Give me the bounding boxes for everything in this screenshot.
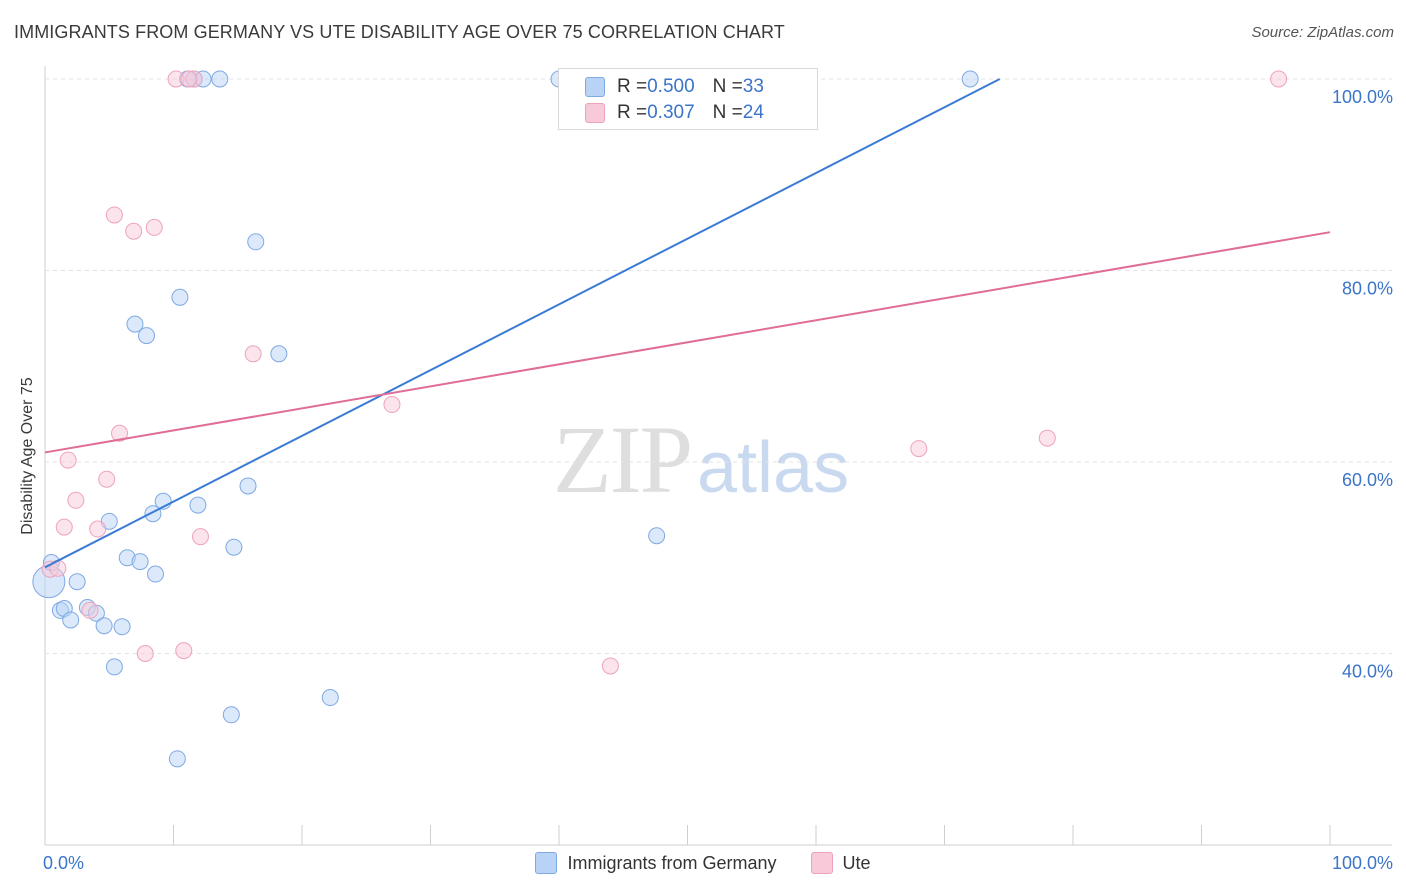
data-point-ute xyxy=(111,424,129,442)
germany-r-label: R = xyxy=(617,76,648,97)
data-point-germany xyxy=(171,288,189,306)
ute-swatch xyxy=(585,103,605,123)
data-point-germany xyxy=(68,573,86,591)
data-point-ute xyxy=(67,491,85,509)
germany-n-label: N = xyxy=(712,76,743,97)
data-point-ute xyxy=(145,218,163,236)
data-point-ute xyxy=(180,70,198,88)
y-tick-label: 80.0% xyxy=(1342,279,1393,299)
data-point-germany xyxy=(239,477,257,495)
data-point-ute xyxy=(191,528,209,546)
data-point-ute xyxy=(383,396,401,414)
data-point-germany xyxy=(131,553,149,571)
data-point-ute xyxy=(601,657,619,675)
data-point-ute xyxy=(244,345,262,363)
ute-n-label: N = xyxy=(712,102,743,123)
data-point-germany xyxy=(247,233,265,251)
data-point-ute xyxy=(55,518,73,536)
data-point-ute xyxy=(1038,429,1056,447)
ute-r-label: R = xyxy=(617,102,648,123)
y-tick-label: 40.0% xyxy=(1342,662,1393,682)
data-point-ute xyxy=(105,206,123,224)
data-point-ute xyxy=(89,520,107,538)
trend-line-ute xyxy=(44,231,1331,454)
data-point-ute xyxy=(81,601,99,619)
data-point-germany xyxy=(222,706,240,724)
data-point-ute xyxy=(59,451,77,469)
stats-legend: R = 0.500 N = 33 R = 0.307 N = 24 xyxy=(558,68,818,130)
legend-ute-swatch xyxy=(810,852,833,874)
germany-r-value: 0.500 xyxy=(647,76,695,97)
legend-item-germany[interactable]: Immigrants from Germany xyxy=(535,852,777,874)
data-point-ute xyxy=(136,645,154,662)
data-point-germany xyxy=(189,496,207,514)
stats-row-ute: R = 0.307 N = 24 xyxy=(585,100,764,126)
ute-n-value: 24 xyxy=(742,102,764,123)
data-point-germany xyxy=(105,658,123,676)
data-point-germany xyxy=(211,70,229,88)
watermark-zip: ZIP xyxy=(553,406,693,513)
stats-row-germany: R = 0.500 N = 33 xyxy=(585,74,764,100)
y-tick-label: 100.0% xyxy=(1332,87,1393,107)
trend-line-germany xyxy=(44,78,1001,569)
data-point-germany xyxy=(648,527,666,545)
data-point-ute xyxy=(910,440,928,458)
ute-r-value: 0.307 xyxy=(647,102,695,123)
watermark-atlas: atlas xyxy=(697,428,850,508)
data-point-germany xyxy=(168,750,186,768)
data-point-germany xyxy=(113,618,131,636)
data-point-ute xyxy=(125,222,143,240)
germany-swatch xyxy=(585,77,605,97)
x-tick-label: 100.0% xyxy=(1332,853,1393,873)
germany-n-value: 33 xyxy=(742,76,764,97)
x-tick-label: 0.0% xyxy=(43,853,84,873)
data-point-germany xyxy=(961,70,979,88)
chart-title: IMMIGRANTS FROM GERMANY VS UTE DISABILIT… xyxy=(14,22,785,42)
data-point-germany xyxy=(147,565,165,583)
watermark: ZIPatlas xyxy=(553,404,849,515)
chart-source: Source: ZipAtlas.com xyxy=(1251,24,1394,41)
data-point-germany xyxy=(270,345,288,363)
legend-germany-label: Immigrants from Germany xyxy=(567,852,777,873)
legend-item-ute[interactable]: Ute xyxy=(810,852,871,874)
data-point-germany xyxy=(62,611,80,629)
data-point-germany xyxy=(126,315,144,333)
data-point-germany xyxy=(225,538,243,556)
data-point-ute xyxy=(175,642,193,660)
series-legend: Immigrants from Germany Ute xyxy=(0,852,1406,874)
data-point-germany xyxy=(138,327,156,345)
data-point-ute xyxy=(98,470,116,488)
legend-ute-label: Ute xyxy=(842,852,871,873)
data-point-germany xyxy=(95,617,113,635)
data-point-germany xyxy=(321,689,339,707)
legend-germany-swatch xyxy=(535,852,558,874)
data-point-ute xyxy=(1270,70,1288,88)
y-tick-label: 60.0% xyxy=(1342,470,1393,490)
